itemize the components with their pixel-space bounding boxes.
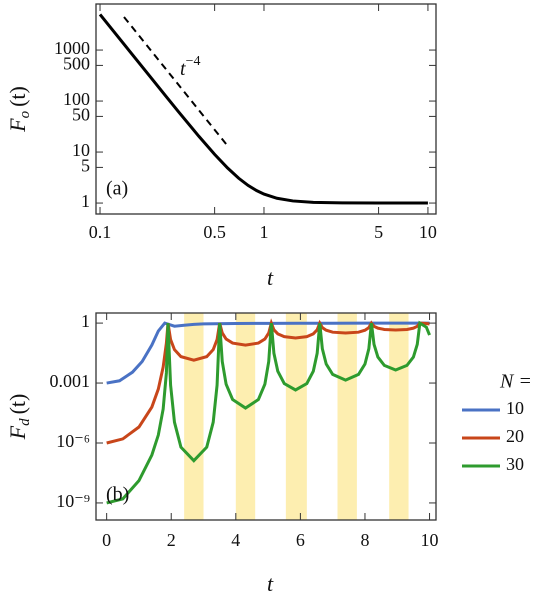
x-tick-label: 0.5 [203, 222, 226, 242]
series-line [98, 13, 428, 205]
highlight-band [285, 313, 307, 520]
panel-label: (b) [106, 484, 129, 506]
legend-label: 30 [506, 454, 524, 474]
plot-frame [95, 3, 437, 215]
y-label-symbol: F [5, 425, 30, 440]
y-tick-label: 10⁻⁹ [56, 491, 90, 511]
y-tick-label: 50 [72, 105, 90, 125]
y-tick-label: 5 [81, 156, 90, 176]
y-label-arg: (t) [5, 394, 30, 415]
legend-title: N = [499, 371, 532, 393]
y-tick-label: 10 [72, 140, 90, 160]
highlight-band [235, 313, 256, 520]
y-tick-label: 0.001 [50, 371, 91, 391]
x-tick-label: 10 [421, 530, 439, 550]
legend-label: 20 [506, 426, 524, 446]
highlight-band [337, 313, 357, 520]
x-tick-label: 5 [374, 222, 383, 242]
plot-frame [95, 312, 437, 521]
series-line [106, 320, 431, 505]
y-label-sub: o [17, 110, 33, 118]
x-axis-label: t [267, 571, 274, 594]
x-tick-label: 10 [419, 222, 437, 242]
highlight-band [389, 313, 409, 520]
y-label-arg: (t) [5, 86, 30, 107]
y-tick-label: 100 [63, 89, 90, 109]
y-tick-label: 500 [63, 54, 90, 74]
y-tick-label: 10⁻⁶ [56, 431, 90, 451]
x-tick-label: 4 [231, 530, 240, 550]
series-line [123, 16, 229, 147]
x-tick-label: 0 [102, 530, 111, 550]
y-tick-label: 1 [81, 311, 90, 331]
highlight-band [184, 313, 204, 520]
annotation-base: t [180, 58, 186, 80]
x-tick-label: 6 [296, 530, 305, 550]
y-axis-label: Fd (t) [5, 394, 33, 441]
annotation: t−4 [180, 54, 200, 79]
legend-label: 10 [506, 398, 524, 418]
y-axis-label: Fo (t) [5, 86, 33, 133]
series-line [106, 318, 430, 445]
annotation-sup: −4 [186, 54, 201, 69]
x-tick-label: 0.1 [89, 222, 112, 242]
x-axis-label: t [267, 265, 274, 290]
x-tick-label: 8 [360, 530, 369, 550]
y-tick-label: 1000 [54, 38, 90, 58]
y-label-symbol: F [5, 118, 30, 133]
y-tick-label: 1 [81, 191, 90, 211]
y-label-sub: d [17, 418, 33, 426]
panel: 0 2 4 6 8 10 1 0.001 10⁻⁶ 10⁻⁹ (b) t Fd (t) N = 10 20 30 [5, 311, 532, 594]
panel-label: (a) [106, 178, 128, 200]
series-line [106, 321, 430, 385]
x-tick-label: 2 [167, 530, 176, 550]
x-tick-label: 1 [259, 222, 268, 242]
